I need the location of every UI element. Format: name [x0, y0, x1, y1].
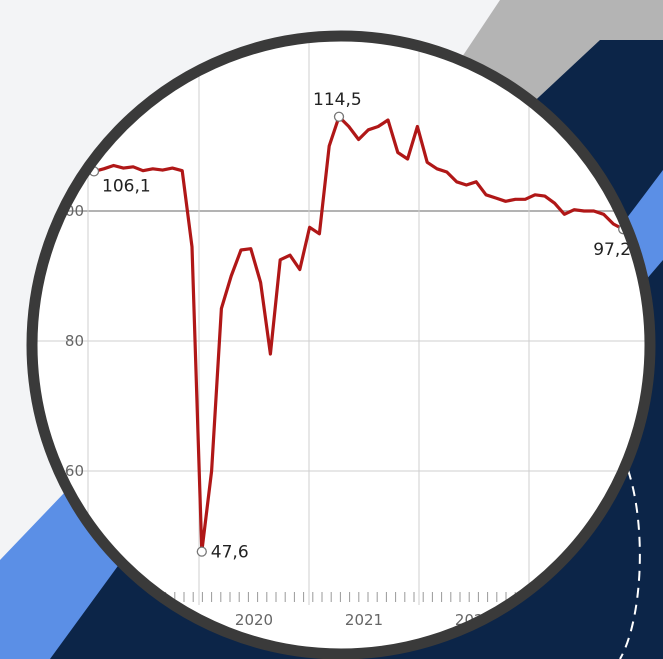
annotation-label-54: 97,2 — [593, 240, 631, 260]
series-line-0 — [92, 115, 625, 554]
x-tick-label-2020: 2020 — [235, 611, 273, 629]
y-tick-label-80: 80 — [65, 332, 84, 350]
annotation-label-11: 47,6 — [211, 543, 249, 563]
series-group — [92, 115, 625, 554]
x-tick-label-2021: 2021 — [345, 611, 383, 629]
annotation-marker-25 — [333, 111, 345, 122]
annotation-marker-11 — [196, 546, 207, 557]
annotation-label-25: 114,5 — [313, 90, 362, 110]
lens-ring — [26, 30, 656, 659]
dashed-arc — [619, 469, 641, 659]
lens-face — [32, 36, 650, 654]
y-tick-label-60: 60 — [65, 462, 84, 480]
annotation-label-0: 106,1 — [102, 176, 151, 196]
